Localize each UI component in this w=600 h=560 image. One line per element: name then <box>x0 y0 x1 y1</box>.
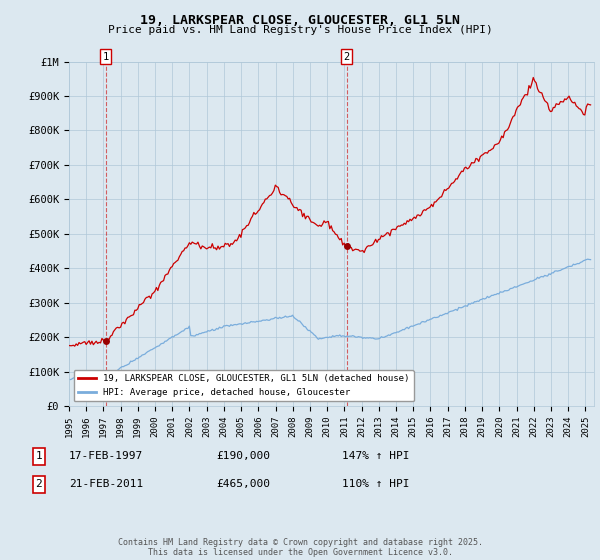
Text: £190,000: £190,000 <box>216 451 270 461</box>
Text: 2: 2 <box>35 479 43 489</box>
Text: £465,000: £465,000 <box>216 479 270 489</box>
Text: 1: 1 <box>35 451 43 461</box>
Text: 21-FEB-2011: 21-FEB-2011 <box>69 479 143 489</box>
Text: 1: 1 <box>103 52 109 62</box>
Legend: 19, LARKSPEAR CLOSE, GLOUCESTER, GL1 5LN (detached house), HPI: Average price, d: 19, LARKSPEAR CLOSE, GLOUCESTER, GL1 5LN… <box>74 370 414 402</box>
Text: Contains HM Land Registry data © Crown copyright and database right 2025.
This d: Contains HM Land Registry data © Crown c… <box>118 538 482 557</box>
Text: Price paid vs. HM Land Registry's House Price Index (HPI): Price paid vs. HM Land Registry's House … <box>107 25 493 35</box>
Text: 2: 2 <box>344 52 350 62</box>
Text: 147% ↑ HPI: 147% ↑ HPI <box>342 451 409 461</box>
Text: 19, LARKSPEAR CLOSE, GLOUCESTER, GL1 5LN: 19, LARKSPEAR CLOSE, GLOUCESTER, GL1 5LN <box>140 14 460 27</box>
Text: 110% ↑ HPI: 110% ↑ HPI <box>342 479 409 489</box>
Text: 17-FEB-1997: 17-FEB-1997 <box>69 451 143 461</box>
